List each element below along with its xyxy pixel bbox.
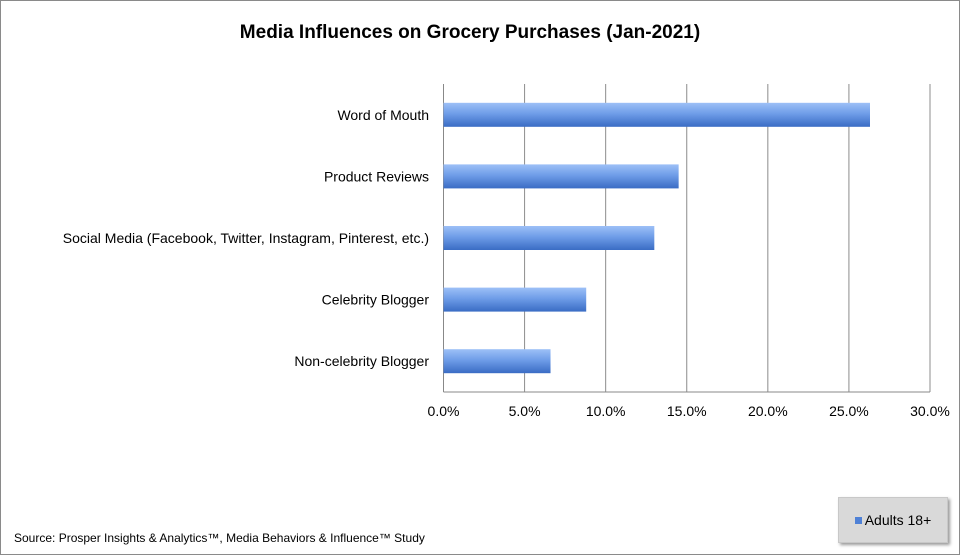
bar xyxy=(443,102,870,127)
bar xyxy=(443,349,551,374)
bar xyxy=(443,164,679,189)
category-label: Product Reviews xyxy=(324,168,429,184)
legend: Adults 18+ xyxy=(838,497,948,543)
legend-swatch xyxy=(854,516,862,524)
category-label: Non-celebrity Blogger xyxy=(294,353,429,369)
legend-label: Adults 18+ xyxy=(864,512,932,528)
category-label: Word of Mouth xyxy=(337,107,429,123)
chart-title: Media Influences on Grocery Purchases (J… xyxy=(239,22,701,43)
x-tick-label: 10.0% xyxy=(586,403,626,419)
bar xyxy=(443,226,655,250)
bar xyxy=(443,287,587,312)
x-tick-label: 25.0% xyxy=(829,403,869,419)
x-tick-label: 0.0% xyxy=(428,403,460,419)
x-tick-label: 15.0% xyxy=(667,403,707,419)
category-label: Celebrity Blogger xyxy=(322,292,430,308)
category-label: Social Media (Facebook, Twitter, Instagr… xyxy=(63,230,429,246)
x-tick-label: 30.0% xyxy=(910,403,950,419)
x-tick-label: 20.0% xyxy=(748,403,788,419)
x-tick-label: 5.0% xyxy=(509,403,541,419)
source-note: Source: Prosper Insights & Analytics™, M… xyxy=(14,531,425,545)
